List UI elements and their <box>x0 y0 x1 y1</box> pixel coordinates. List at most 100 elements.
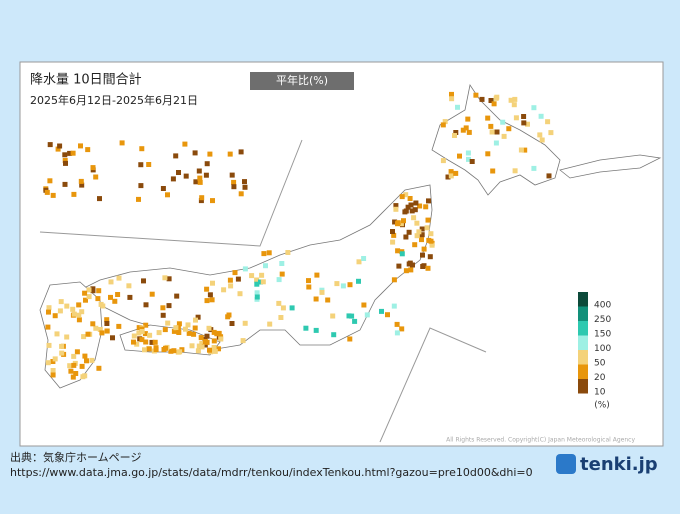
station-square <box>163 345 168 351</box>
station-square <box>71 311 77 317</box>
station-square <box>500 119 506 125</box>
legend-title-box <box>250 72 354 90</box>
station-square <box>238 149 244 155</box>
station-square <box>489 129 495 135</box>
station-square <box>108 294 113 300</box>
station-square <box>198 335 204 341</box>
station-square <box>421 246 427 252</box>
station-square <box>95 296 101 302</box>
station-square <box>465 150 471 156</box>
station-square <box>96 288 102 294</box>
station-square <box>242 179 247 185</box>
station-square <box>138 162 144 168</box>
station-square <box>47 142 53 148</box>
station-square <box>242 266 248 272</box>
station-square <box>89 357 95 363</box>
station-square <box>379 308 384 314</box>
station-square <box>330 313 336 319</box>
station-square <box>493 95 499 101</box>
station-square <box>460 127 466 133</box>
station-square <box>115 292 121 297</box>
station-square <box>314 272 320 278</box>
map-period: 2025年6月12日-2025年6月21日 <box>30 93 198 107</box>
station-square <box>391 303 397 309</box>
station-square <box>139 146 145 152</box>
station-square <box>429 242 435 248</box>
station-square <box>96 365 102 371</box>
station-square <box>170 176 176 182</box>
inset-line <box>39 139 303 247</box>
station-square <box>512 96 518 102</box>
station-square <box>198 198 204 204</box>
station-square <box>440 122 446 128</box>
station-square <box>401 218 406 224</box>
station-square <box>97 327 103 332</box>
station-square <box>254 281 260 287</box>
station-square <box>391 232 397 238</box>
station-square <box>211 345 217 350</box>
station-square <box>398 221 404 227</box>
station-square <box>142 347 147 353</box>
station-square <box>119 140 125 146</box>
station-square <box>395 220 401 226</box>
station-square <box>193 317 198 323</box>
legend-swatch <box>578 306 588 321</box>
station-square <box>408 267 414 273</box>
station-square <box>406 229 412 235</box>
station-square <box>68 368 74 374</box>
station-square <box>494 129 500 135</box>
station-square <box>511 102 517 108</box>
station-square <box>331 332 337 338</box>
station-square <box>479 96 485 102</box>
station-square <box>395 248 401 254</box>
station-square <box>210 280 215 286</box>
station-square <box>214 331 220 337</box>
station-square <box>276 277 282 283</box>
station-square <box>340 283 346 289</box>
station-square <box>416 229 422 235</box>
station-square <box>116 323 122 329</box>
station-square <box>254 290 260 296</box>
station-square <box>71 191 77 197</box>
station-square <box>424 225 430 231</box>
station-square <box>204 298 210 304</box>
station-square <box>202 342 208 348</box>
station-square <box>237 291 243 297</box>
station-square <box>466 156 471 162</box>
station-square <box>63 160 68 166</box>
station-square <box>473 92 479 98</box>
station-square <box>196 343 202 349</box>
station-square <box>176 330 182 335</box>
station-square <box>207 292 213 298</box>
station-square <box>417 203 423 209</box>
station-square <box>185 322 191 328</box>
legend-label: 150 <box>594 330 611 340</box>
station-square <box>110 335 115 341</box>
station-square <box>131 333 137 339</box>
station-square <box>394 330 400 336</box>
station-square <box>448 169 454 175</box>
station-square <box>67 150 73 156</box>
station-square <box>97 196 102 202</box>
station-square <box>146 346 152 352</box>
station-square <box>143 339 149 345</box>
station-square <box>347 282 353 288</box>
station-square <box>423 204 429 210</box>
station-square <box>136 196 141 202</box>
legend-swatch <box>578 292 588 307</box>
station-square <box>356 259 362 265</box>
station-square <box>364 312 370 318</box>
station-square <box>46 309 51 315</box>
station-square <box>427 254 433 260</box>
station-square <box>414 233 420 239</box>
station-square <box>393 203 399 209</box>
station-square <box>279 271 285 277</box>
station-square <box>104 321 110 326</box>
station-square <box>531 105 537 111</box>
station-square <box>171 348 177 354</box>
station-square <box>399 194 405 200</box>
station-square <box>131 339 136 345</box>
station-square <box>197 175 203 181</box>
station-square <box>325 297 331 303</box>
